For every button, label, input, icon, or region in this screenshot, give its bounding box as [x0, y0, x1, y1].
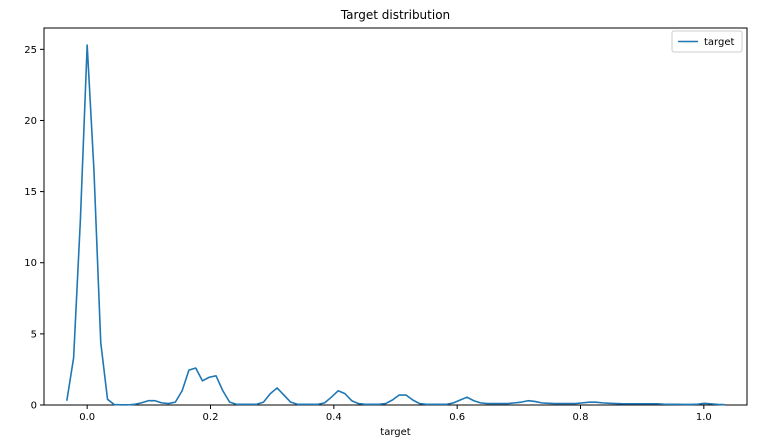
legend-box: [671, 30, 743, 53]
x-axis: 0.0 0.2 0.4 0.6 0.8 1.0: [79, 405, 712, 423]
chart-title: Target distribution: [340, 8, 450, 22]
x-tick-label: 0.0: [79, 412, 95, 423]
plot-area: 0.0 0.2 0.4 0.6 0.8 1.0 0 5 10 15 20 25 target: [24, 27, 748, 423]
y-axis: 0 5 10 15 20 25: [24, 45, 44, 412]
y-tick-label: 10: [24, 258, 37, 269]
x-tick-label: 0.8: [573, 412, 589, 423]
x-axis-label: target: [380, 427, 410, 438]
x-tick-label: 0.4: [326, 412, 342, 423]
x-tick-label: 0.2: [203, 412, 219, 423]
y-tick-label: 25: [24, 45, 37, 56]
y-tick-label: 5: [31, 329, 37, 340]
x-tick-label: 0.6: [449, 412, 465, 423]
series-layer: [66, 44, 725, 406]
legend-label: target: [704, 37, 734, 48]
plot-frame: [43, 27, 748, 406]
series-line-target: [66, 44, 725, 406]
y-tick-label: 20: [24, 116, 37, 127]
legend: target: [671, 30, 743, 53]
y-tick-label: 0: [31, 401, 37, 412]
x-tick-label: 1.0: [696, 412, 712, 423]
y-tick-label: 15: [24, 187, 37, 198]
